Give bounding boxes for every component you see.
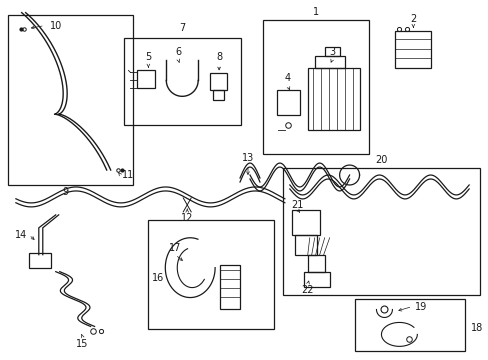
Text: 13: 13 [242, 153, 254, 163]
Bar [148, 220, 273, 329]
Bar [282, 168, 479, 294]
Text: 12: 12 [181, 213, 193, 223]
Text: 19: 19 [414, 302, 427, 311]
Text: 16: 16 [152, 273, 164, 283]
Bar [263, 20, 368, 154]
Text: 20: 20 [374, 155, 387, 165]
Text: 9: 9 [62, 187, 69, 197]
Text: 15: 15 [76, 339, 89, 349]
Text: 10: 10 [49, 21, 61, 31]
Text: 8: 8 [216, 53, 222, 63]
Text: 14: 14 [15, 230, 27, 240]
Bar [395, 31, 430, 68]
Bar [354, 298, 464, 351]
Bar [137, 71, 155, 88]
Text: 17: 17 [169, 243, 181, 253]
Bar [303, 272, 329, 287]
Bar [8, 15, 133, 185]
Text: 21: 21 [291, 200, 304, 210]
Text: 4: 4 [284, 73, 290, 84]
Text: 18: 18 [470, 323, 482, 333]
Text: 22: 22 [301, 284, 313, 294]
Bar [210, 73, 226, 90]
Text: 1: 1 [312, 6, 318, 17]
Bar [307, 68, 359, 130]
Text: 6: 6 [175, 48, 181, 58]
Bar [324, 46, 339, 57]
Bar [307, 255, 324, 272]
Bar [213, 90, 224, 100]
Bar [276, 90, 299, 115]
Text: 11: 11 [122, 170, 134, 180]
Text: 2: 2 [409, 14, 416, 24]
Text: 5: 5 [145, 53, 151, 63]
Bar [291, 210, 319, 235]
Text: 3: 3 [329, 48, 335, 58]
Bar [29, 253, 51, 268]
Text: 7: 7 [179, 23, 185, 33]
Bar [124, 37, 241, 125]
Bar [220, 265, 240, 310]
Bar [314, 57, 344, 68]
Bar [294, 235, 316, 255]
